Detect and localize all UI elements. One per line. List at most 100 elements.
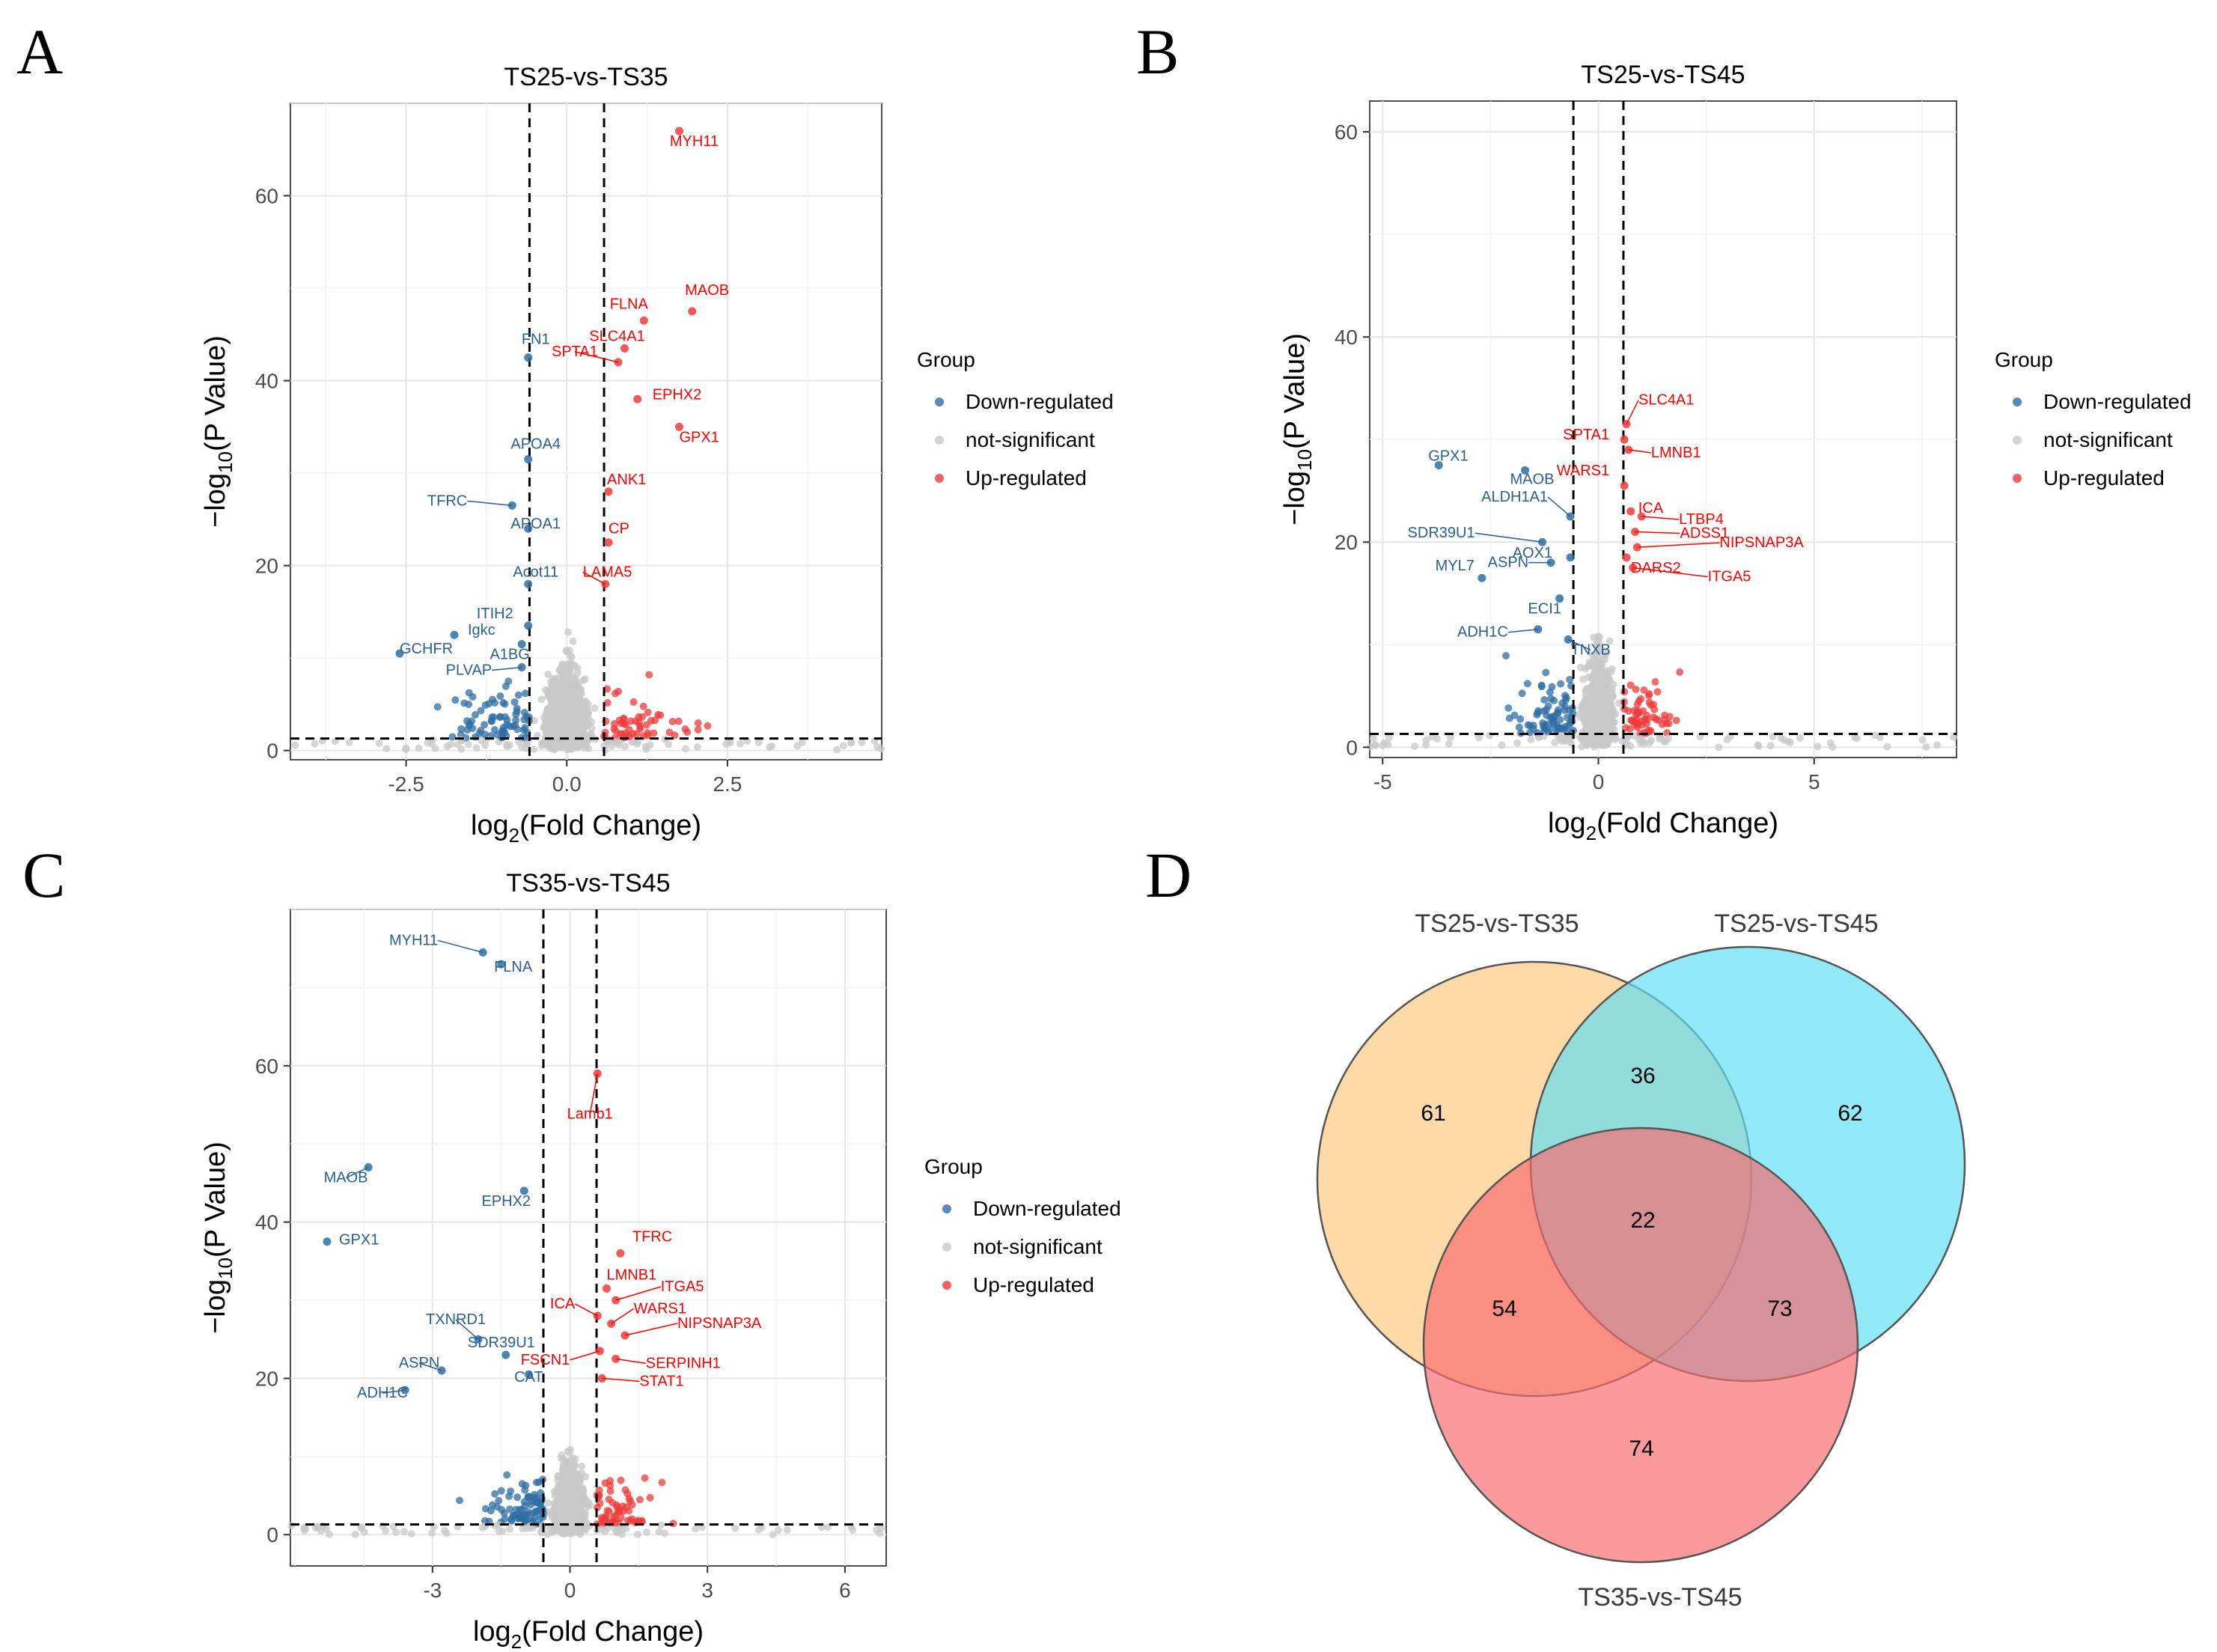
data-point xyxy=(642,1528,650,1536)
data-point xyxy=(588,718,596,726)
legend-label: Up-regulated xyxy=(966,466,1087,490)
legend-label: Up-regulated xyxy=(2043,466,2165,490)
data-point xyxy=(665,740,673,749)
label-leader xyxy=(1641,516,1680,520)
label-leader xyxy=(574,1303,598,1317)
data-point xyxy=(314,1523,322,1531)
data-point xyxy=(1661,716,1669,724)
gene-label: FN1 xyxy=(522,332,550,348)
data-point xyxy=(1587,716,1595,724)
gene-label: LMNB1 xyxy=(1651,445,1701,461)
label-leader xyxy=(624,1323,678,1336)
label-leader xyxy=(582,571,606,585)
data-point xyxy=(1591,725,1599,734)
plot-title: TS25-vs-TS45 xyxy=(1581,61,1745,89)
gene-label: FSCN1 xyxy=(521,1352,570,1368)
data-point xyxy=(654,710,662,719)
data-point xyxy=(1600,686,1608,694)
data-point xyxy=(1542,668,1550,677)
data-point xyxy=(520,716,528,724)
y-tick-label: 40 xyxy=(1335,326,1358,349)
data-point xyxy=(603,698,612,707)
data-point xyxy=(544,1499,552,1507)
data-point xyxy=(1594,641,1602,649)
data-point xyxy=(609,1513,617,1521)
data-point xyxy=(658,1478,666,1487)
label-leader xyxy=(1635,531,1680,534)
data-point xyxy=(553,740,561,749)
x-axis-title: log2(Fold Change) xyxy=(471,810,701,847)
data-point xyxy=(537,695,546,704)
y-tick-label: 0 xyxy=(1346,736,1358,759)
data-point xyxy=(623,1517,632,1525)
data-point xyxy=(567,653,576,662)
data-point xyxy=(567,710,575,718)
highlighted-point xyxy=(501,1350,510,1359)
data-point xyxy=(407,1530,415,1538)
data-point xyxy=(603,1507,612,1515)
highlighted-point xyxy=(1626,507,1635,516)
data-point xyxy=(839,742,847,750)
data-point xyxy=(1640,740,1648,748)
data-point xyxy=(551,1504,559,1512)
data-point xyxy=(629,698,638,706)
gene-label: LAMA5 xyxy=(583,564,632,580)
data-point xyxy=(1385,734,1393,742)
data-point xyxy=(573,669,582,677)
gene-label: GPX1 xyxy=(680,429,719,445)
legend-label: not-significant xyxy=(2043,428,2173,451)
label-leader xyxy=(570,1350,600,1361)
data-point xyxy=(581,704,589,712)
x-axis-title: log2(Fold Change) xyxy=(1548,808,1778,844)
data-point xyxy=(626,717,635,725)
data-point xyxy=(481,1517,490,1525)
data-point xyxy=(642,745,650,753)
legend-label: Down-regulated xyxy=(973,1197,1121,1220)
y-tick-label: 60 xyxy=(255,1055,278,1078)
data-point xyxy=(460,699,469,707)
y-tick-label: 20 xyxy=(255,1367,278,1390)
data-point xyxy=(668,717,677,725)
data-point xyxy=(1516,715,1525,723)
data-point xyxy=(613,1528,621,1537)
data-point xyxy=(1566,675,1574,683)
legend-title: Group xyxy=(1995,348,2053,371)
data-point xyxy=(559,1524,567,1532)
data-point xyxy=(645,671,653,679)
data-point xyxy=(567,1526,575,1534)
gene-label: ADH1C xyxy=(357,1385,408,1401)
legend-marker xyxy=(935,474,944,483)
legend-marker xyxy=(935,436,944,445)
gene-label: SLC4A1 xyxy=(589,328,645,344)
data-point xyxy=(493,731,501,739)
data-point xyxy=(1379,741,1387,749)
gene-label: Lamb1 xyxy=(567,1106,613,1122)
x-tick-label: 5 xyxy=(1808,770,1820,793)
data-point xyxy=(1933,741,1942,749)
data-point xyxy=(722,740,731,748)
data-point xyxy=(472,710,480,719)
highlighted-point xyxy=(604,487,613,496)
data-point xyxy=(644,708,652,716)
data-point xyxy=(545,743,553,751)
data-point xyxy=(489,695,497,704)
x-tick-label: 0 xyxy=(1593,770,1605,793)
legend-marker xyxy=(935,397,944,406)
data-point xyxy=(858,738,866,746)
highlighted-point xyxy=(1620,435,1629,444)
data-point xyxy=(431,744,439,752)
highlighted-point xyxy=(524,524,533,533)
data-point xyxy=(635,713,643,721)
data-point xyxy=(564,628,573,636)
data-point xyxy=(569,1459,577,1467)
gene-label: ADH1C xyxy=(1457,624,1508,641)
highlighted-point xyxy=(1555,594,1564,603)
data-point xyxy=(491,1522,499,1530)
data-point xyxy=(567,740,576,749)
data-point xyxy=(1581,710,1589,719)
data-point xyxy=(481,721,489,729)
data-point xyxy=(464,740,472,749)
data-point xyxy=(1539,719,1547,728)
legend-label: not-significant xyxy=(966,428,1095,451)
data-point xyxy=(326,1530,334,1538)
